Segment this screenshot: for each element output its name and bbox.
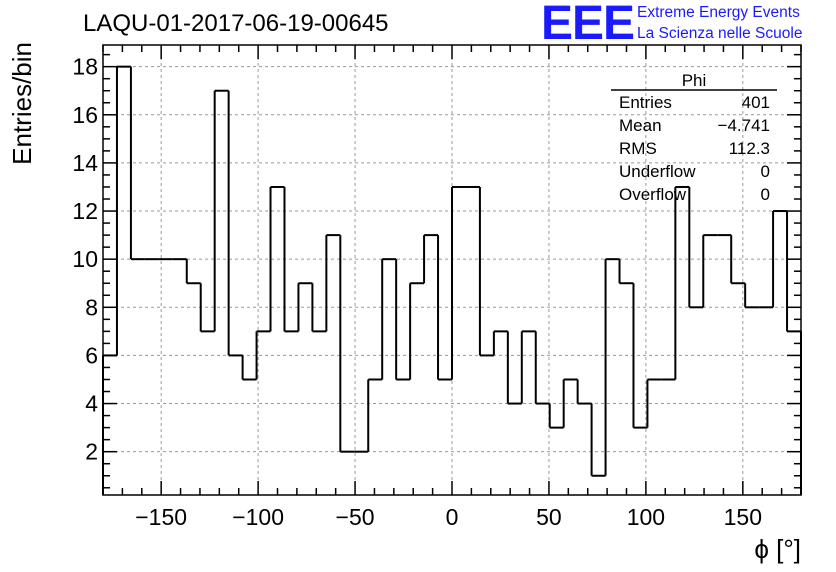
stats-overflow-value: 0 <box>760 185 770 204</box>
stats-rms-label: RMS <box>619 139 657 158</box>
logo-tagline-2: La Scienza nelle Scuole <box>637 25 803 42</box>
x-tick-label: 50 <box>536 504 562 530</box>
eee-logo: EEE <box>541 0 635 50</box>
stats-rms-value: 112.3 <box>728 139 770 158</box>
y-tick-label: 10 <box>72 246 98 272</box>
tick-labels: −150 −100 −50 0 50 100 150 2 4 6 8 10 12 14 16 18 <box>72 54 762 530</box>
stats-underflow-label: Underflow <box>619 162 696 181</box>
y-tick-label: 8 <box>85 294 98 320</box>
y-tick-label: 6 <box>85 342 98 368</box>
y-axis-label: Entries/bin <box>7 42 37 165</box>
stats-entries-value: 401 <box>741 93 770 112</box>
stats-mean-value: −4.741 <box>717 116 770 135</box>
y-tick-label: 4 <box>85 391 98 417</box>
stats-underflow-value: 0 <box>760 162 770 181</box>
y-tick-label: 12 <box>72 198 98 224</box>
x-axis-label: ϕ [°] <box>754 534 801 564</box>
y-tick-label: 18 <box>72 54 98 80</box>
x-tick-label: 100 <box>627 504 665 530</box>
stats-overflow-label: Overflow <box>619 185 687 204</box>
stats-entries-label: Entries <box>619 93 672 112</box>
x-tick-label: 150 <box>724 504 762 530</box>
axis-ticks <box>102 45 802 495</box>
stats-mean-label: Mean <box>619 116 662 135</box>
x-tick-label: −50 <box>336 504 375 530</box>
stats-title: Phi <box>681 71 707 90</box>
x-tick-label: −150 <box>135 504 187 530</box>
chart-title: LAQU-01-2017-06-19-00645 <box>83 10 389 37</box>
x-tick-label: 0 <box>446 504 459 530</box>
y-tick-label: 16 <box>72 102 98 128</box>
y-tick-label: 2 <box>85 439 98 465</box>
logo-tagline-1: Extreme Energy Events <box>637 4 800 21</box>
x-tick-label: −100 <box>232 504 284 530</box>
y-tick-label: 14 <box>72 150 98 176</box>
